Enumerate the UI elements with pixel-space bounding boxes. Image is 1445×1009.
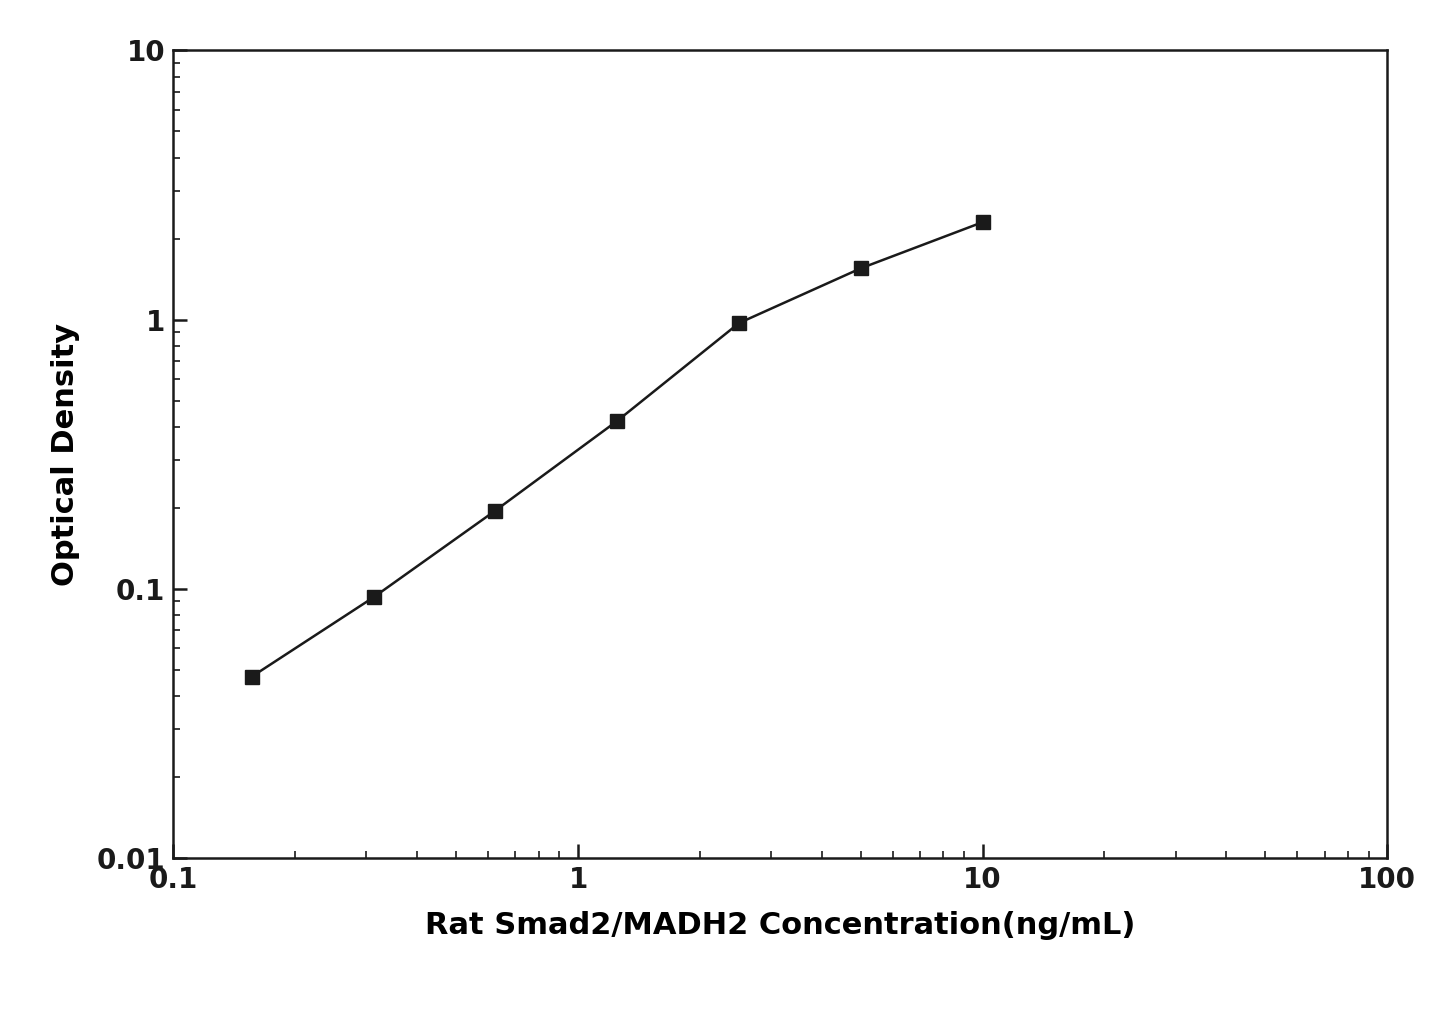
- X-axis label: Rat Smad2/MADH2 Concentration(ng/mL): Rat Smad2/MADH2 Concentration(ng/mL): [425, 911, 1136, 939]
- Y-axis label: Optical Density: Optical Density: [51, 323, 79, 585]
